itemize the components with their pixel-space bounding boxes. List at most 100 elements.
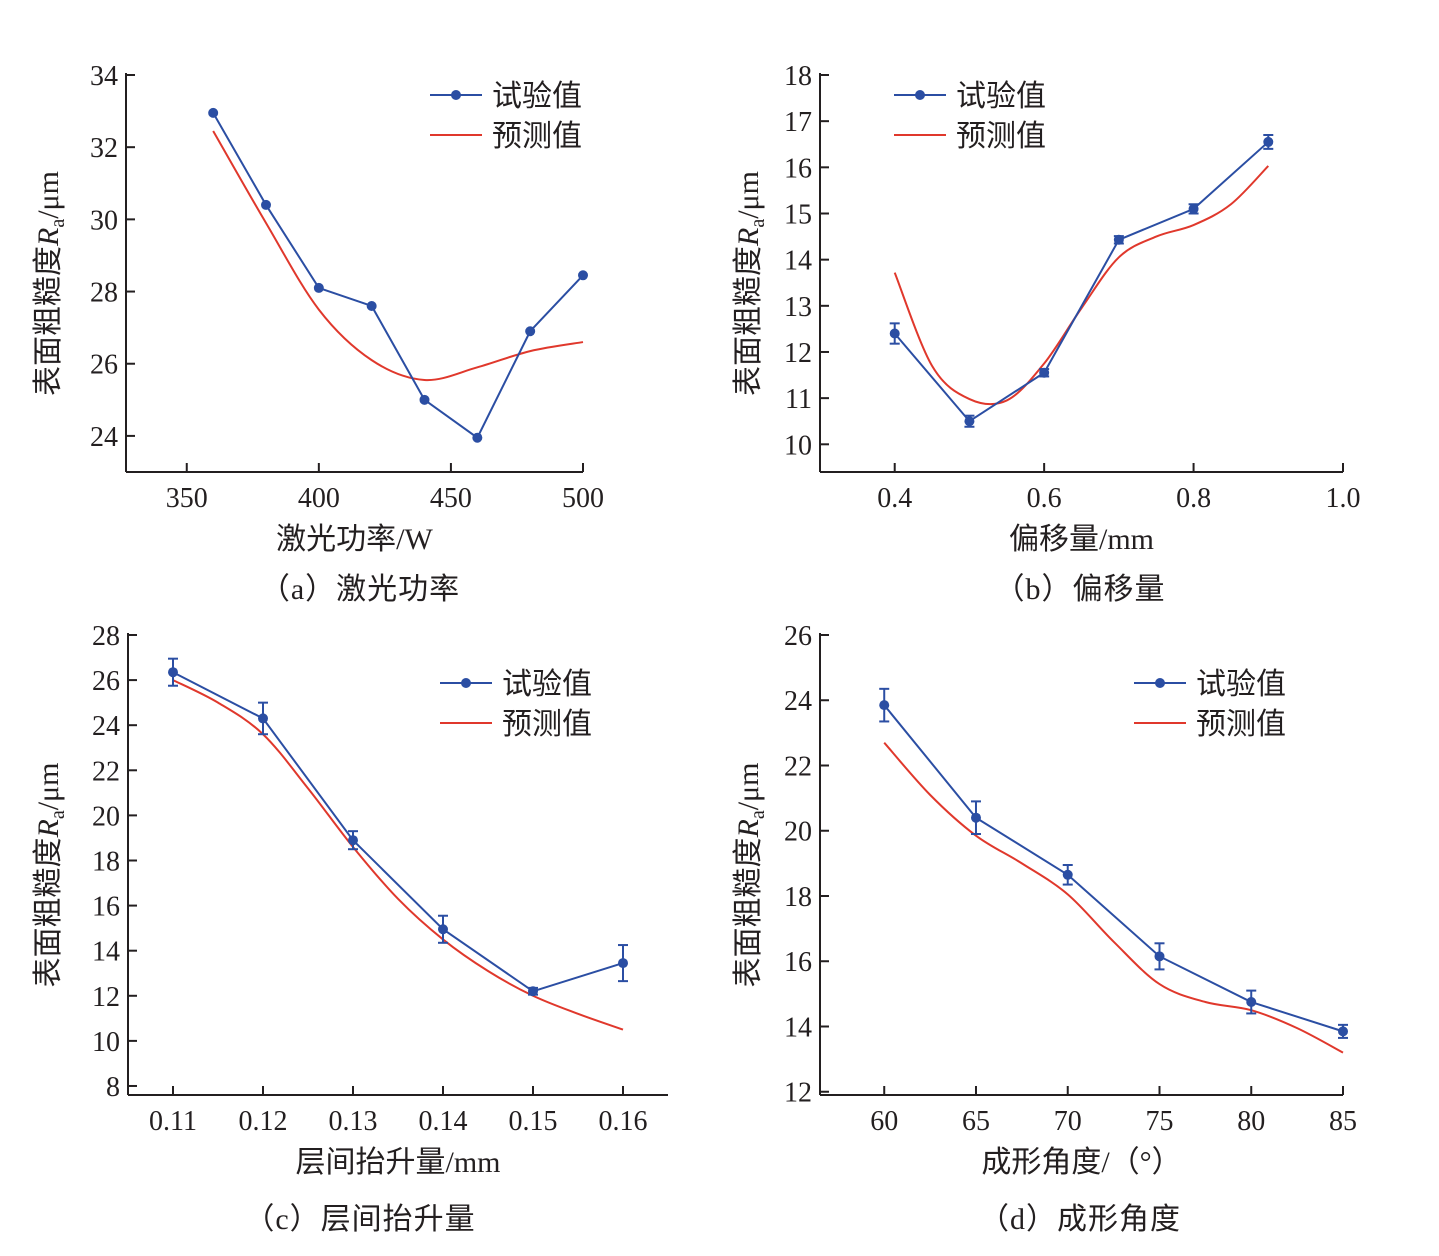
legend-marker-experimental bbox=[915, 90, 925, 100]
x-tick-label-c: 0.13 bbox=[329, 1106, 378, 1137]
x-tick-label-a: 350 bbox=[166, 483, 208, 514]
series-line-experimental-c bbox=[172, 671, 624, 993]
data-point-experimental-d bbox=[1338, 1026, 1348, 1037]
legend-marker-experimental bbox=[451, 90, 461, 100]
data-point-experimental-d bbox=[970, 812, 981, 823]
y-tick-label-b: 17 bbox=[784, 107, 812, 138]
y-tick-label-b: 10 bbox=[784, 430, 812, 461]
data-point-experimental-a bbox=[261, 199, 272, 210]
chart-svg-b: 10 11 12 13 14 15 16 17 18 0.4 0.6 0.8 1.0 偏移量/mm 表面粗糙… bbox=[732, 61, 1361, 556]
x-tick-label-d: 70 bbox=[1054, 1106, 1082, 1137]
series-line-predicted-c bbox=[172, 679, 624, 1031]
series-line-experimental-b bbox=[893, 141, 1269, 423]
chart-caption-d: （d）成形角度 bbox=[979, 1203, 1181, 1236]
legend-label-experimental: 试验值 bbox=[492, 80, 582, 113]
chart-panel-d: 12 14 16 18 20 22 24 26 60 65 70 75 80 85 成形角度/（°） 表面粗糙… bbox=[720, 621, 1439, 1256]
y-axis-label-d: 表面粗糙度Ra/μm bbox=[732, 763, 769, 988]
x-tick-label-c: 0.16 bbox=[599, 1106, 648, 1137]
data-point-experimental-b bbox=[1188, 203, 1199, 214]
legend-label-predicted: 预测值 bbox=[956, 120, 1046, 153]
y-tick-label-c: 28 bbox=[92, 621, 120, 652]
series-line-experimental-d bbox=[883, 704, 1344, 1033]
y-tick-label-c: 14 bbox=[92, 937, 120, 968]
data-point-experimental-b bbox=[1039, 367, 1050, 378]
x-tick-label-c: 0.12 bbox=[239, 1106, 288, 1137]
y-tick-label-b: 15 bbox=[784, 199, 812, 230]
data-point-experimental-b bbox=[889, 328, 900, 339]
x-tick-label-c: 0.11 bbox=[149, 1106, 197, 1137]
legend-label-predicted: 预测值 bbox=[502, 708, 592, 741]
y-tick-label-b: 11 bbox=[785, 384, 812, 415]
y-tick-label-a: 24 bbox=[90, 422, 118, 453]
legend-label-experimental: 试验值 bbox=[502, 668, 592, 701]
y-tick-label-a: 30 bbox=[90, 205, 118, 236]
data-point-experimental-c bbox=[258, 713, 268, 724]
x-tick-label-c: 0.14 bbox=[419, 1106, 468, 1137]
legend-label-predicted: 预测值 bbox=[492, 120, 582, 153]
data-point-experimental-d bbox=[879, 700, 890, 711]
data-point-experimental-d bbox=[1246, 997, 1257, 1008]
data-point-experimental-c bbox=[528, 986, 538, 997]
y-tick-label-d: 14 bbox=[784, 1012, 812, 1043]
data-point-experimental-b bbox=[964, 416, 975, 427]
data-point-experimental-c bbox=[438, 924, 448, 935]
y-tick-label-d: 24 bbox=[784, 686, 812, 717]
data-point-experimental-a bbox=[419, 394, 430, 405]
x-tick-label-b: 0.4 bbox=[877, 483, 912, 514]
data-point-experimental-b bbox=[1113, 234, 1124, 245]
legend-label-experimental: 试验值 bbox=[1196, 668, 1286, 701]
y-tick-label-c: 8 bbox=[106, 1072, 120, 1103]
y-tick-label-c: 10 bbox=[92, 1027, 120, 1058]
chart-caption-a: （a）激光功率 bbox=[259, 573, 461, 606]
data-point-experimental-b bbox=[1263, 136, 1274, 147]
chart-caption-c: （c）层间抬升量 bbox=[244, 1203, 476, 1236]
y-tick-label-b: 14 bbox=[784, 246, 812, 277]
y-tick-label-b: 12 bbox=[784, 338, 812, 369]
y-tick-label-d: 22 bbox=[784, 751, 812, 782]
y-tick-label-d: 12 bbox=[784, 1078, 812, 1109]
x-tick-label-b: 1.0 bbox=[1326, 483, 1361, 514]
series-line-predicted-a bbox=[212, 130, 584, 381]
legend-label-predicted: 预测值 bbox=[1196, 708, 1286, 741]
y-tick-label-a: 34 bbox=[90, 61, 118, 92]
legend-marker-experimental bbox=[461, 678, 471, 688]
y-tick-label-d: 16 bbox=[784, 947, 812, 978]
x-tick-label-d: 65 bbox=[962, 1106, 990, 1137]
y-tick-label-c: 18 bbox=[92, 846, 120, 877]
x-tick-label-d: 75 bbox=[1145, 1106, 1173, 1137]
chart-panel-b: 10 11 12 13 14 15 16 17 18 0.4 0.6 0.8 1.0 偏移量/mm 表面粗糙… bbox=[720, 0, 1439, 628]
legend-label-experimental: 试验值 bbox=[956, 80, 1046, 113]
chart-svg-a: 24 26 28 30 32 34 350 400 450 500 激光功率/W 表面粗糙度Ra/μm… bbox=[32, 61, 604, 556]
y-tick-label-b: 16 bbox=[784, 153, 812, 184]
y-axis-label-b: 表面粗糙度Ra/μm bbox=[732, 171, 769, 396]
x-axis-label-d: 成形角度/（°） bbox=[981, 1146, 1181, 1179]
y-tick-label-d: 18 bbox=[784, 882, 812, 913]
x-axis-label-a: 激光功率/W bbox=[276, 523, 433, 556]
y-axis-label-a: 表面粗糙度Ra/μm bbox=[32, 171, 69, 396]
x-axis-label-c: 层间抬升量/mm bbox=[295, 1146, 500, 1179]
x-tick-label-d: 85 bbox=[1329, 1106, 1357, 1137]
x-tick-label-a: 500 bbox=[562, 483, 604, 514]
y-tick-label-c: 26 bbox=[92, 666, 120, 697]
y-tick-label-a: 32 bbox=[90, 133, 118, 164]
data-point-experimental-c bbox=[348, 835, 358, 846]
x-tick-label-c: 0.15 bbox=[509, 1106, 558, 1137]
chart-svg-c: 8 10 12 14 16 18 20 22 24 26 28 0.11 0.12 0.13 0.14 0.1… bbox=[32, 621, 668, 1179]
data-point-experimental-a bbox=[313, 282, 324, 293]
y-tick-label-b: 13 bbox=[784, 292, 812, 323]
y-tick-label-a: 26 bbox=[90, 350, 118, 381]
x-tick-label-b: 0.8 bbox=[1176, 483, 1211, 514]
chart-panel-c: 8 10 12 14 16 18 20 22 24 26 28 0.11 0.12 0.13 0.14 0.1… bbox=[0, 621, 720, 1256]
y-tick-label-c: 12 bbox=[92, 982, 120, 1013]
legend-marker-experimental bbox=[1155, 678, 1165, 688]
data-point-experimental-a bbox=[525, 326, 536, 337]
chart-caption-b: （b）偏移量 bbox=[994, 573, 1166, 606]
x-tick-label-d: 60 bbox=[870, 1106, 898, 1137]
chart-panel-a: 24 26 28 30 32 34 350 400 450 500 激光功率/W 表面粗糙度Ra/μm… bbox=[0, 0, 720, 628]
chart-svg-d: 12 14 16 18 20 22 24 26 60 65 70 75 80 85 成形角度/（°） 表面粗糙… bbox=[732, 621, 1357, 1179]
data-point-experimental-c bbox=[168, 667, 178, 678]
data-point-experimental-a bbox=[578, 270, 588, 281]
